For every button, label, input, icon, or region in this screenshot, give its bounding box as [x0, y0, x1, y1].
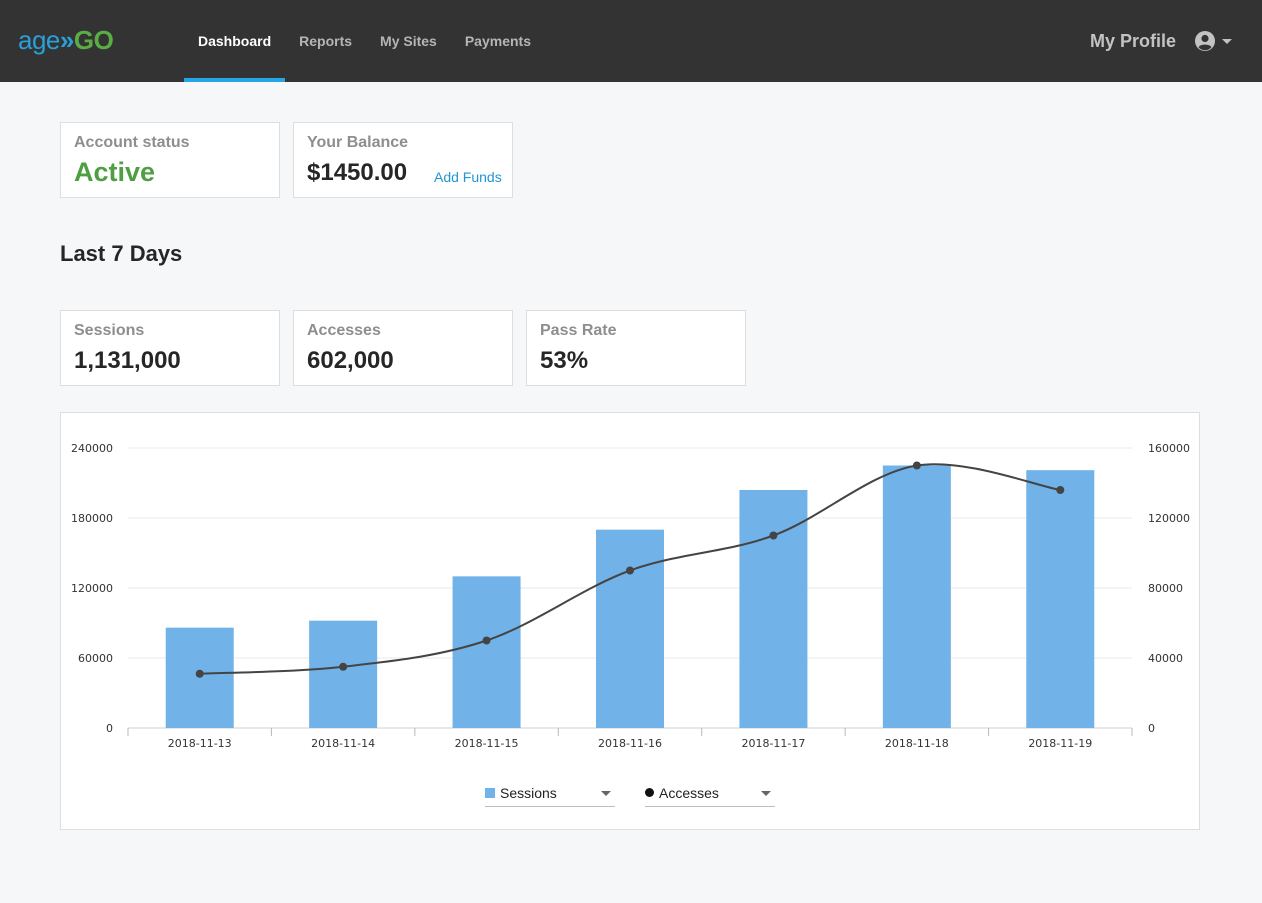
pass-rate-stat-card: Pass Rate 53%	[526, 310, 746, 386]
y-left-tick-label: 180000	[71, 512, 113, 525]
pass-rate-stat-value: 53%	[540, 347, 589, 374]
x-tick-label: 2018-11-18	[885, 737, 949, 750]
balance-card: Your Balance $1450.00 Add Funds	[293, 122, 513, 198]
legend-sessions[interactable]: Sessions	[485, 779, 615, 807]
add-funds-link[interactable]: Add Funds	[434, 169, 502, 185]
sessions-stat-value: 1,131,000	[74, 347, 181, 374]
x-tick-label: 2018-11-14	[311, 737, 375, 750]
pass-rate-stat-label: Pass Rate	[540, 322, 617, 339]
y-left-tick-label: 120000	[71, 582, 113, 595]
logo-chevrons: »	[59, 25, 74, 55]
balance-label: Your Balance	[307, 134, 409, 151]
y-left-tick-label: 60000	[78, 652, 113, 665]
section-title: Last 7 Days	[60, 241, 183, 266]
sessions-bar	[739, 490, 808, 728]
y-right-tick-label: 0	[1148, 722, 1155, 735]
nav-reports[interactable]: Reports	[299, 33, 353, 49]
chevron-down-icon	[601, 791, 611, 796]
nav-dashboard[interactable]: Dashboard	[184, 0, 286, 82]
x-tick-label: 2018-11-19	[1028, 737, 1092, 750]
profile-menu-button[interactable]	[1194, 30, 1232, 52]
sessions-accesses-chart: 0 0 60000 40000 120000 80000 180000 120000 24000…	[71, 442, 1190, 750]
x-tick-label: 2018-11-15	[455, 737, 519, 750]
accesses-point	[482, 636, 491, 645]
sessions-stat-label: Sessions	[74, 322, 145, 339]
nav-payments[interactable]: Payments	[464, 33, 531, 49]
y-left-tick-label: 0	[106, 722, 113, 735]
sessions-stat-card: Sessions 1,131,000	[60, 310, 280, 386]
top-navigation-bar: age»GO Dashboard Reports My Sites Paymen…	[0, 0, 1262, 82]
chevron-down-icon	[1222, 38, 1232, 44]
user-circle-icon	[1195, 31, 1215, 51]
legend-sessions-swatch	[485, 787, 495, 798]
accesses-point	[339, 662, 348, 671]
x-tick-label: 2018-11-13	[168, 737, 232, 750]
account-status-card: Account status Active	[60, 122, 280, 198]
legend-accesses-label: Accesses	[659, 784, 719, 801]
sessions-bar	[309, 620, 378, 728]
accesses-stat-card: Accesses 602,000	[293, 310, 513, 386]
accesses-stat-value: 602,000	[307, 347, 394, 374]
chevron-down-icon	[761, 791, 771, 796]
my-profile-link[interactable]: My Profile	[1089, 30, 1176, 51]
accesses-point	[769, 531, 778, 540]
legend-accesses-marker	[645, 788, 654, 797]
agego-logo[interactable]: age»GO	[18, 24, 114, 56]
logo-text-go: GO	[73, 25, 114, 55]
legend-accesses[interactable]: Accesses	[645, 779, 775, 807]
nav-my-sites[interactable]: My Sites	[380, 33, 437, 49]
y-right-tick-label: 80000	[1148, 582, 1183, 595]
sessions-bar	[882, 465, 951, 728]
logo-text-age: age	[18, 25, 60, 55]
x-tick-label: 2018-11-16	[598, 737, 662, 750]
legend-sessions-label: Sessions	[500, 784, 557, 801]
accesses-stat-label: Accesses	[307, 322, 381, 339]
sessions-bar	[1026, 470, 1095, 728]
main-nav: Dashboard Reports My Sites Payments	[184, 0, 545, 82]
y-right-tick-label: 120000	[1148, 512, 1190, 525]
profile-area: My Profile	[1090, 0, 1232, 82]
account-status-label: Account status	[74, 134, 190, 151]
account-status-value: Active	[74, 157, 156, 187]
y-left-tick-label: 240000	[71, 442, 113, 455]
y-right-tick-label: 160000	[1148, 442, 1190, 455]
y-right-tick-label: 40000	[1148, 652, 1183, 665]
balance-value: $1450.00	[307, 159, 408, 186]
sessions-bar	[165, 627, 234, 728]
x-tick-label: 2018-11-17	[741, 737, 805, 750]
chart-card: 0 0 60000 40000 120000 80000 180000 120000 24000…	[60, 412, 1200, 830]
accesses-point	[195, 669, 204, 678]
sessions-bar	[596, 529, 664, 728]
accesses-point	[912, 461, 921, 470]
accesses-point	[1056, 486, 1065, 494]
sessions-bar	[452, 576, 521, 728]
accesses-point	[626, 566, 634, 575]
